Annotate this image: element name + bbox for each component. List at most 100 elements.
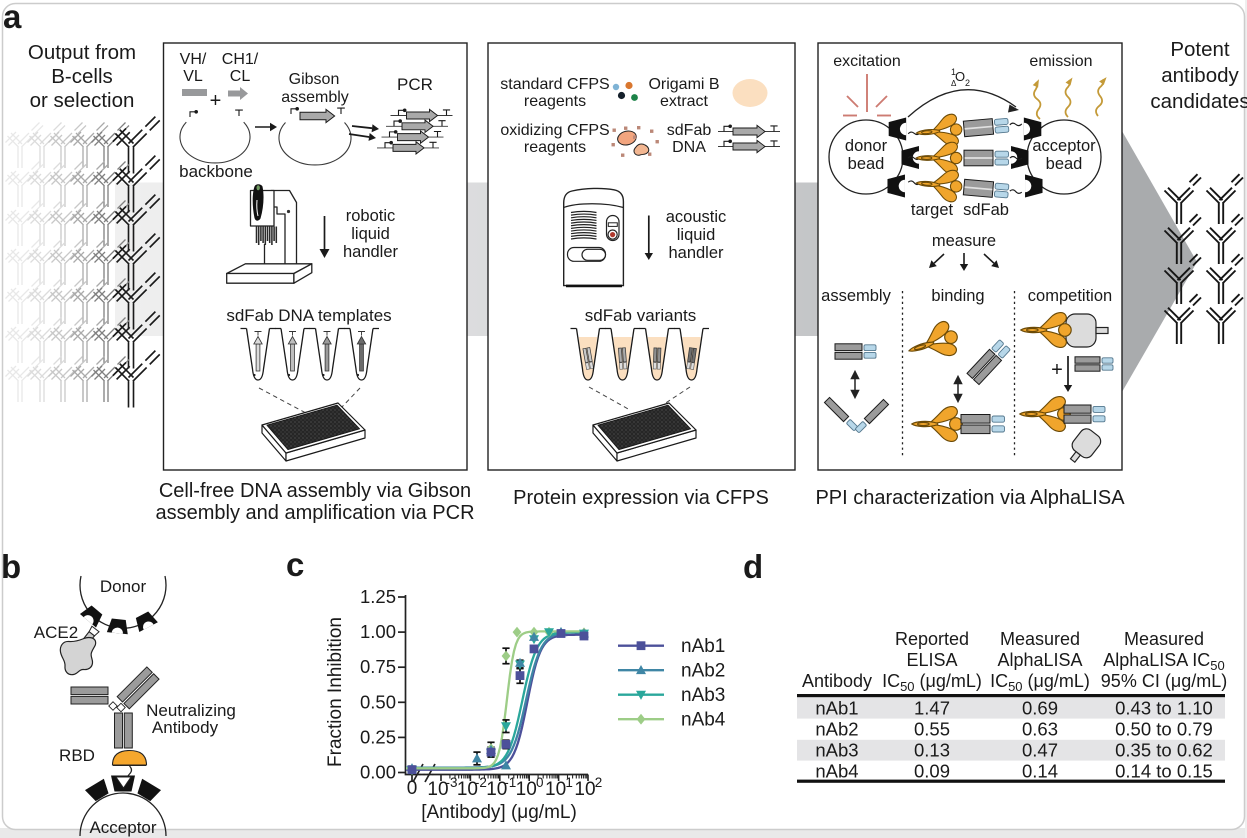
- svg-text:1.25: 1.25: [360, 586, 396, 607]
- svg-text:0.00: 0.00: [360, 762, 396, 783]
- svg-text:Origami B: Origami B: [648, 76, 719, 93]
- svg-text:0.47: 0.47: [1022, 740, 1058, 761]
- svg-text:nAb3: nAb3: [815, 740, 858, 761]
- svg-text:nAb3: nAb3: [681, 685, 725, 706]
- svg-text:1.00: 1.00: [360, 621, 396, 642]
- svg-text:1: 1: [951, 67, 956, 77]
- svg-text:0: 0: [407, 778, 418, 799]
- svg-text:-3: -3: [445, 775, 457, 790]
- svg-text:1.47: 1.47: [914, 698, 950, 719]
- svg-text:d: d: [743, 548, 763, 585]
- svg-text:measure: measure: [932, 232, 996, 250]
- svg-text:Reported: Reported: [895, 629, 969, 649]
- svg-text:10: 10: [486, 779, 507, 800]
- svg-text:candidates: candidates: [1150, 90, 1247, 113]
- svg-text:0.50: 0.50: [360, 691, 396, 712]
- svg-text:assembly: assembly: [281, 89, 349, 106]
- svg-text:0.14 to 0.15: 0.14 to 0.15: [1115, 761, 1213, 782]
- svg-text:RBD: RBD: [59, 746, 95, 765]
- svg-text:Acceptor: Acceptor: [89, 818, 156, 837]
- svg-text:Fraction Inhibition: Fraction Inhibition: [325, 617, 346, 767]
- svg-text:0.75: 0.75: [360, 656, 396, 677]
- svg-text:nAb2: nAb2: [815, 719, 858, 740]
- svg-text:Gibson: Gibson: [289, 71, 340, 88]
- svg-text:B-cells: B-cells: [51, 65, 113, 88]
- svg-text:+: +: [210, 90, 222, 112]
- svg-text:emission: emission: [1029, 53, 1092, 70]
- svg-text:reagents: reagents: [524, 93, 586, 110]
- svg-text:nAb1: nAb1: [815, 698, 858, 719]
- svg-text:IC50 (μg/mL): IC50 (μg/mL): [882, 671, 982, 694]
- svg-text:+: +: [1051, 359, 1063, 381]
- svg-text:-1: -1: [504, 775, 516, 790]
- svg-text:Protein expression via CFPS: Protein expression via CFPS: [513, 487, 769, 509]
- svg-text:excitation: excitation: [833, 53, 901, 70]
- svg-text:0.35 to 0.62: 0.35 to 0.62: [1115, 740, 1213, 761]
- svg-text:target: target: [911, 201, 954, 219]
- svg-text:VH/: VH/: [180, 51, 207, 68]
- svg-text:acoustic: acoustic: [666, 208, 727, 226]
- svg-text:nAb4: nAb4: [815, 761, 858, 782]
- svg-text:0.43 to 1.10: 0.43 to 1.10: [1115, 698, 1213, 719]
- svg-text:ACE2: ACE2: [34, 623, 78, 642]
- svg-text:10: 10: [516, 779, 537, 800]
- svg-text:0.55: 0.55: [914, 719, 950, 740]
- svg-text:Cell-free DNA assembly via Gib: Cell-free DNA assembly via Gibson: [159, 480, 471, 502]
- svg-text:ELISA: ELISA: [906, 650, 957, 670]
- svg-text:10: 10: [545, 779, 566, 800]
- svg-text:10: 10: [427, 779, 448, 800]
- svg-text:liquid: liquid: [351, 225, 390, 243]
- svg-text:DNA: DNA: [672, 139, 706, 156]
- svg-text:b: b: [1, 548, 21, 585]
- svg-text:handler: handler: [668, 244, 724, 262]
- svg-text:oxidizing CFPS: oxidizing CFPS: [500, 122, 609, 139]
- svg-text:0.13: 0.13: [914, 740, 950, 761]
- svg-text:bead: bead: [848, 155, 885, 173]
- svg-text:95% CI (μg/mL): 95% CI (μg/mL): [1101, 671, 1227, 691]
- svg-text:AlphaLISA: AlphaLISA: [997, 650, 1082, 670]
- svg-text:nAb1: nAb1: [681, 636, 725, 657]
- svg-text:0.09: 0.09: [914, 761, 950, 782]
- svg-text:AlphaLISA IC50: AlphaLISA IC50: [1103, 650, 1225, 673]
- svg-text:robotic: robotic: [346, 207, 396, 225]
- svg-text:IC50 (μg/mL): IC50 (μg/mL): [990, 671, 1090, 694]
- svg-text:antibody: antibody: [1161, 64, 1239, 87]
- svg-text:0.25: 0.25: [360, 726, 396, 747]
- svg-text:10: 10: [574, 779, 595, 800]
- svg-text:PPI characterization via Alpha: PPI characterization via AlphaLISA: [815, 487, 1125, 509]
- svg-text:PCR: PCR: [397, 75, 433, 94]
- svg-text:bead: bead: [1046, 155, 1083, 173]
- svg-text:Δ: Δ: [951, 79, 957, 88]
- svg-text:Measured: Measured: [1000, 629, 1080, 649]
- svg-text:0.63: 0.63: [1022, 719, 1058, 740]
- svg-text:binding: binding: [931, 287, 984, 305]
- svg-text:Measured: Measured: [1124, 629, 1204, 649]
- svg-text:O: O: [955, 69, 965, 84]
- svg-text:Donor: Donor: [100, 577, 147, 596]
- svg-text:10: 10: [457, 779, 478, 800]
- svg-text:CL: CL: [230, 68, 251, 85]
- svg-text:0.69: 0.69: [1022, 698, 1058, 719]
- svg-text:standard CFPS: standard CFPS: [500, 76, 609, 93]
- svg-text:competition: competition: [1028, 287, 1112, 305]
- svg-text:0.50 to 0.79: 0.50 to 0.79: [1115, 719, 1213, 740]
- svg-text:backbone: backbone: [179, 162, 253, 181]
- svg-text:2: 2: [595, 775, 603, 790]
- svg-text:-2: -2: [475, 775, 487, 790]
- svg-text:Antibody: Antibody: [152, 718, 219, 737]
- svg-text:reagents: reagents: [524, 139, 586, 156]
- svg-text:sdFab variants: sdFab variants: [585, 306, 697, 325]
- svg-text:sdFab: sdFab: [963, 201, 1009, 219]
- svg-text:Antibody: Antibody: [802, 671, 872, 691]
- svg-text:liquid: liquid: [677, 226, 716, 244]
- svg-text:a: a: [3, 0, 22, 35]
- svg-text:Output from: Output from: [28, 41, 136, 64]
- svg-text:assembly and amplification via: assembly and amplification via PCR: [155, 502, 474, 524]
- svg-text:Neutralizing: Neutralizing: [146, 701, 236, 720]
- svg-text:handler: handler: [343, 243, 399, 261]
- svg-text:nAb2: nAb2: [681, 661, 725, 682]
- svg-text:extract: extract: [660, 93, 709, 110]
- svg-text:nAb4: nAb4: [681, 710, 726, 731]
- svg-text:Potent: Potent: [1170, 38, 1230, 61]
- svg-text:sdFab: sdFab: [667, 122, 712, 139]
